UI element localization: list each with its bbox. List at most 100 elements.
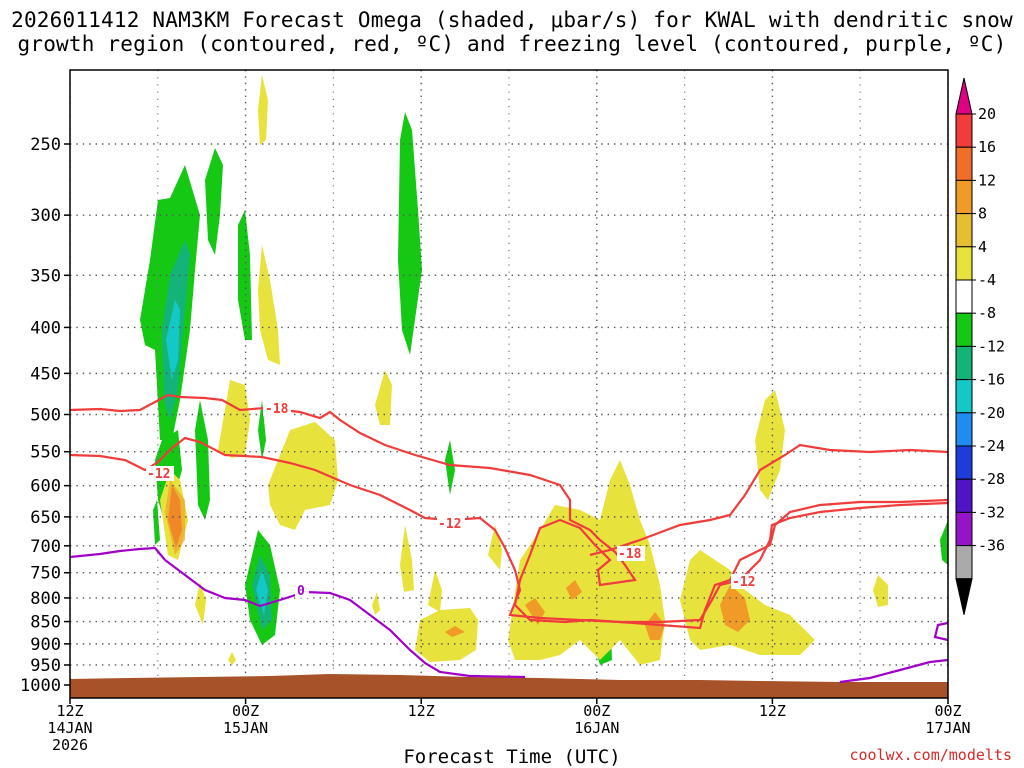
grid [70,70,948,698]
omega-region-green-6 [195,400,210,520]
colorbar-label: 4 [978,238,987,256]
omega-region-yellow-2 [258,245,280,365]
x-tick-label: 12Z [408,702,435,720]
y-tick-label: 700 [30,537,61,557]
colorbar-swatch [955,246,973,281]
y-tick-label: 600 [30,477,61,497]
contour-label-minus12-a: -12 [147,467,170,482]
x-axis-title: Forecast Time (UTC) [403,746,621,768]
colorbar-swatch [955,511,973,547]
y-tick-label: 400 [30,318,61,338]
x-tick-label: 14JAN [47,719,92,737]
omega-region-yellow-6 [400,525,414,592]
contours [70,393,948,684]
y-tick-label: 950 [30,656,61,676]
colorbar-top-arrow [955,77,973,115]
omega-region-yellow-16 [372,592,380,615]
omega-region-yellow-9 [488,525,502,570]
omega-region-gold-4 [445,626,465,637]
site-credit[interactable]: coolwx.com/modelts [849,746,1012,764]
colorbar-label: -32 [978,503,1005,521]
omega-region-yellow-11 [680,550,815,655]
omega-region-green-4 [398,112,422,355]
y-tick-label: 300 [30,206,61,226]
colorbar-label: 8 [978,205,987,223]
colorbar-label: -20 [978,404,1005,422]
omega-region-gold-5 [645,612,665,640]
contour-zero-c [933,621,948,642]
colorbar-swatch [955,113,973,148]
contour-label-minus12-c: -12 [732,575,755,590]
colorbar-label: 20 [978,105,996,123]
colorbar-label: -12 [978,337,1005,355]
x-tick-label: 00Z [934,702,961,720]
contour-zero-b [839,658,948,684]
colorbar-swatch [955,345,973,381]
y-tick-label: 1000 [20,676,61,696]
y-axis: 2503003504004505005506006507007508008509… [20,135,70,696]
omega-region-yellow-13 [873,575,888,607]
colorbar-swatch [955,478,973,513]
colorbar-label: -28 [978,470,1005,488]
contour-minus12 [70,436,948,624]
x-tick-label: 15JAN [223,719,268,737]
omega-region-green-11 [940,520,948,565]
colorbar-label: -4 [978,271,996,289]
colorbar-swatch [955,412,973,447]
x-tick-label: 00Z [232,702,259,720]
y-tick-label: 650 [30,508,61,528]
contour-zero [70,546,526,679]
omega-region-gold-6 [720,585,750,632]
y-tick-label: 550 [30,443,61,463]
contour-minus18 [70,393,948,630]
colorbar: 20 16 12 8 4 -4 -8 -12 -16 -20 -24 -28 -32 -36 [955,77,1005,615]
omega-region-yellow-10 [508,460,665,665]
chart-title-line1: 2026011412 NAM3KM Forecast Omega (shaded… [11,8,1013,32]
x-tick-label: 12Z [759,702,786,720]
x-tick-label: 00Z [583,702,610,720]
omega-region-gold-1 [165,480,185,555]
omega-region-yellow-4 [268,422,338,530]
terrain [70,674,948,698]
colorbar-label: -16 [978,371,1005,389]
y-tick-label: 500 [30,406,61,426]
colorbar-swatch [955,545,973,580]
omega-region-green-7 [258,400,266,460]
y-tick-label: 800 [30,589,61,609]
omega-region-green-12 [153,500,160,545]
colorbar-label: -36 [978,537,1005,555]
omega-region-green-2 [205,148,223,255]
colorbar-swatch [955,179,973,215]
x-tick-label: 2026 [52,736,88,754]
y-tick-label: 350 [30,266,61,286]
omega-region-green-8 [445,440,455,495]
colorbar-bottom-arrow [955,578,973,615]
y-tick-label: 850 [30,613,61,633]
omega-region-yellow-14 [195,582,206,625]
colorbar-swatch [955,445,973,480]
x-tick-label: 17JAN [925,719,970,737]
y-tick-label: 250 [30,135,61,155]
x-tick-label: 12Z [56,702,83,720]
x-tick-label: 16JAN [574,719,619,737]
colorbar-label: -24 [978,437,1005,455]
contour-label-zero: 0 [297,584,305,599]
omega-region-cyan-upper [166,300,180,380]
omega-region-yellow-1 [258,75,268,145]
colorbar-label: -8 [978,304,996,322]
colorbar-label: 12 [978,171,996,189]
omega-region-yellow-7 [415,608,478,662]
chart-title-line2: growth region (contoured, red, ºC) and f… [17,32,1007,56]
contour-label-minus12-b: -12 [438,517,461,532]
omega-region-yellow-8 [428,570,442,612]
omega-region-gold-3 [566,580,582,600]
colorbar-swatch [955,146,973,181]
colorbar-label: 16 [978,138,996,156]
omega-region-yellow-5 [375,370,392,425]
contour-label-minus18: -18 [265,402,289,417]
y-tick-label: 450 [30,364,61,384]
plot-frame [69,69,949,699]
y-tick-label: 900 [30,635,61,655]
